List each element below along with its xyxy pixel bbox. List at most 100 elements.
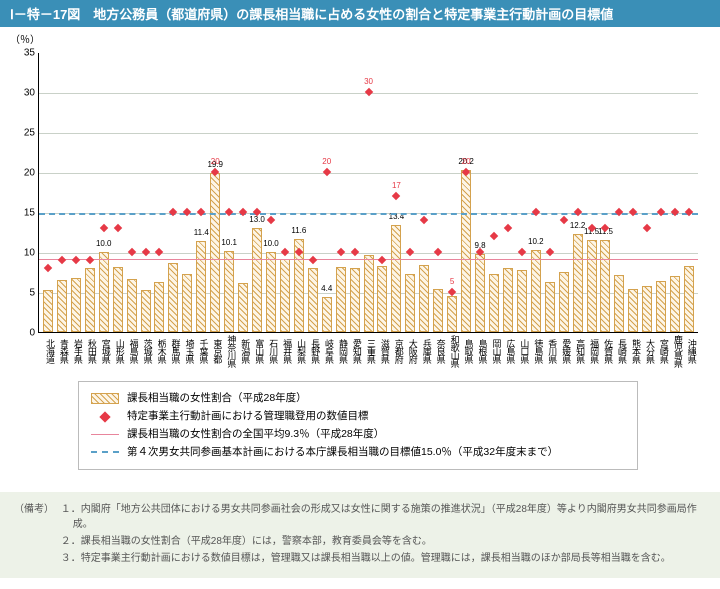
xtick-label: 京都府 <box>389 335 403 367</box>
bar-column <box>515 270 529 332</box>
bar <box>405 274 415 332</box>
bar-value-label: 10.0 <box>96 239 112 248</box>
target-diamond <box>420 216 428 224</box>
bar <box>475 254 485 332</box>
target-diamond <box>99 224 107 232</box>
bar <box>322 297 332 332</box>
xtick-label: 島根県 <box>473 335 487 367</box>
bar-column: 13.417 <box>389 225 403 332</box>
xtick-label: 香川県 <box>542 335 556 367</box>
footnote-list: １．内閣府「地方公共団体における男女共同参画社会の形成又は女性に関する施策の推進… <box>61 502 703 568</box>
bar-column <box>431 289 445 332</box>
bar-column <box>487 274 501 332</box>
bar-column <box>278 259 292 332</box>
xtick-label: 岐阜県 <box>319 335 333 367</box>
legend-bar-text: 課長相当職の女性割合（平成28年度） <box>127 390 307 408</box>
bar-column: 13.0 <box>250 228 264 332</box>
target-diamond <box>44 264 52 272</box>
diamond-value-label: 5 <box>450 277 454 286</box>
bar-column: 12.2 <box>571 234 585 332</box>
bar-column <box>153 282 167 332</box>
bar <box>656 281 666 332</box>
bar <box>141 290 151 332</box>
bar <box>57 280 67 332</box>
bar-value-label: 11.6 <box>291 226 306 235</box>
bar <box>391 225 401 332</box>
xtick-label: 静岡県 <box>333 335 347 367</box>
xtick-label: 大分県 <box>640 335 654 367</box>
xtick-label: 千葉県 <box>193 335 207 367</box>
bar <box>113 267 123 332</box>
xtick-label: 福岡県 <box>584 335 598 367</box>
target-diamond <box>127 248 135 256</box>
xtick-label: 秋田県 <box>82 335 96 367</box>
bar <box>545 282 555 332</box>
plot-area: 0510152025303510.011.419.92010.113.010.0… <box>38 53 698 333</box>
target-diamond <box>86 256 94 264</box>
xtick-label: 愛知県 <box>347 335 361 367</box>
bar-column <box>111 267 125 332</box>
y-axis-unit: （％） <box>10 31 40 46</box>
bar-column <box>166 263 180 332</box>
xtick-label: 和歌山県 <box>445 335 459 367</box>
legend-pink-text: 課長相当職の女性割合の全国平均9.3％（平成28年度） <box>127 426 384 444</box>
target-diamond <box>322 168 330 176</box>
bar-column: 11.5 <box>585 240 599 332</box>
bar-column <box>41 290 55 332</box>
xtick-label: 鳥取県 <box>459 335 473 367</box>
bar <box>573 234 583 332</box>
target-diamond <box>336 248 344 256</box>
bar <box>559 272 569 332</box>
bar <box>350 268 360 332</box>
xtick-label: 兵庫県 <box>417 335 431 367</box>
bar <box>280 259 290 332</box>
bar-column <box>83 268 97 332</box>
target-diamond <box>559 216 567 224</box>
bar-column: 10.0 <box>264 252 278 332</box>
target-diamond <box>545 248 553 256</box>
diamond-value-label: 30 <box>364 77 373 86</box>
x-axis-labels: 北海道青森県岩手県秋田県宮城県山形県福島県茨城県栃木県群馬県埼玉県千葉県東京都神… <box>38 335 698 367</box>
xtick-label: 福井県 <box>277 335 291 367</box>
target-diamond <box>434 248 442 256</box>
bar-column <box>55 280 69 332</box>
target-diamond <box>281 248 289 256</box>
bar-column: 11.6 <box>292 239 306 332</box>
bar-column <box>403 274 417 332</box>
bar <box>614 275 624 332</box>
target-diamond <box>58 256 66 264</box>
legend: 課長相当職の女性割合（平成28年度） 特定事業主行動計画における管理職登用の数値… <box>78 381 638 470</box>
target-diamond <box>155 248 163 256</box>
xtick-label: 埼玉県 <box>180 335 194 367</box>
bar-column: 11.5 <box>599 240 613 332</box>
bar <box>587 240 597 332</box>
xtick-label: 山形県 <box>110 335 124 367</box>
footnote-item: １．内閣府「地方公共団体における男女共同参画社会の形成又は女性に関する施策の推進… <box>61 502 703 532</box>
target-diamond <box>518 248 526 256</box>
legend-blue-line <box>91 451 119 453</box>
bar-column <box>543 282 557 332</box>
bar-column <box>180 274 194 332</box>
xtick-label: 石川県 <box>263 335 277 367</box>
bar-value-label: 10.0 <box>263 239 279 248</box>
bar-column <box>139 290 153 332</box>
xtick-label: 神奈川県 <box>221 335 235 367</box>
target-diamond <box>113 224 121 232</box>
ytick-label: 15 <box>24 208 35 219</box>
target-diamond <box>72 256 80 264</box>
xtick-label: 茨城県 <box>138 335 152 367</box>
bar <box>238 283 248 332</box>
bar <box>517 270 527 332</box>
diamond-value-label: 20 <box>322 157 331 166</box>
xtick-label: 栃木県 <box>152 335 166 367</box>
target-diamond <box>350 248 358 256</box>
xtick-label: 岩手県 <box>68 335 82 367</box>
xtick-label: 熊本県 <box>626 335 640 367</box>
xtick-label: 長崎県 <box>612 335 626 367</box>
ytick-label: 35 <box>24 48 35 59</box>
bar <box>127 279 137 332</box>
ytick-label: 30 <box>24 88 35 99</box>
xtick-label: 山梨県 <box>291 335 305 367</box>
bar <box>266 252 276 332</box>
legend-blue-text: 第４次男女共同参画基本計画における本庁課長相当職の目標値15.0％（平成32年度… <box>127 444 558 462</box>
